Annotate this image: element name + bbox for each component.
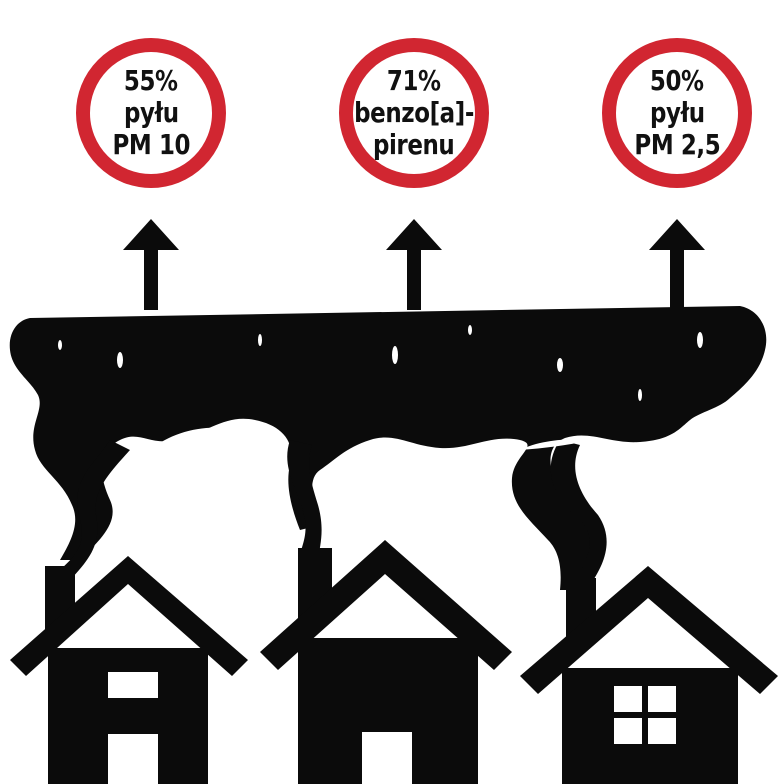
arrow-middle xyxy=(386,219,442,310)
badge-pm25-label: pyłu xyxy=(649,96,705,129)
smoke-cloud xyxy=(9,306,767,590)
badge-pm10-pollutant: PM 10 xyxy=(112,128,190,161)
house-left xyxy=(10,556,248,784)
badge-benzopyrene-percent: 71% xyxy=(387,64,441,97)
arrow-left xyxy=(123,219,179,310)
badge-pm25-pollutant: PM 2,5 xyxy=(634,128,720,161)
house-right xyxy=(520,566,778,784)
badge-pm10-label: pyłu xyxy=(123,96,179,129)
badge-pm25-percent: 50% xyxy=(650,64,704,97)
badge-pm10: 55% pyłu PM 10 xyxy=(76,38,226,188)
badge-pm25: 50% pyłu PM 2,5 xyxy=(602,38,752,188)
badge-benzopyrene: 71% benzo[a]- pirenu xyxy=(339,38,489,188)
arrow-right xyxy=(649,219,705,310)
house-middle xyxy=(260,540,512,784)
houses xyxy=(10,540,778,784)
arrows xyxy=(123,219,705,310)
badge-benzopyrene-pollutant: pirenu xyxy=(373,128,455,161)
badge-benzopyrene-label: benzo[a]- xyxy=(354,96,474,129)
badge-pm10-percent: 55% xyxy=(124,64,178,97)
